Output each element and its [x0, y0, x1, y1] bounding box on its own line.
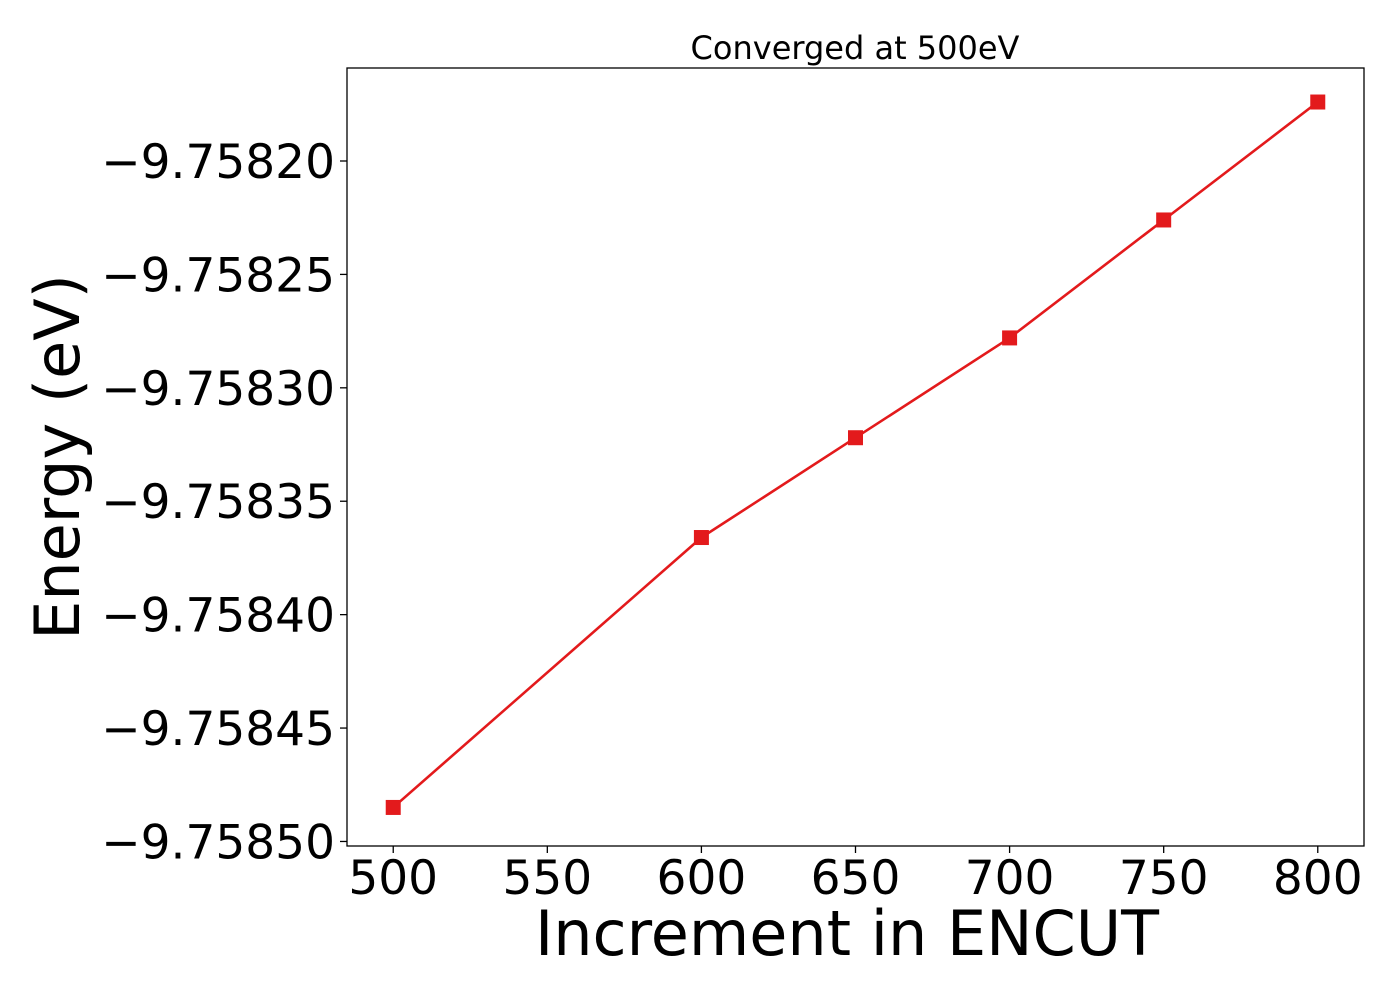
data-point: [848, 430, 863, 446]
x-tick-label: 750: [1119, 851, 1209, 906]
x-axis-label: Increment in ENCUT: [535, 897, 1160, 970]
x-tick-label: 550: [502, 851, 592, 906]
x-tick-label: 800: [1273, 851, 1363, 906]
y-tick-label: −9.75820: [101, 135, 335, 190]
data-point: [1002, 330, 1018, 346]
data-point: [1156, 212, 1172, 228]
x-tick-label: 600: [657, 851, 747, 906]
x-tick-label: 700: [965, 851, 1055, 906]
chart-title: Converged at 500eV: [691, 29, 1020, 67]
y-tick-label: −9.75835: [101, 475, 335, 530]
y-tick-label: −9.75850: [101, 815, 335, 870]
x-axis-ticks: 500 550 600 650 700 750 800: [348, 846, 1363, 906]
x-tick-label: 500: [348, 851, 438, 906]
data-point: [1310, 94, 1326, 110]
series-layer: [385, 94, 1326, 815]
y-tick-label: −9.75840: [101, 589, 335, 644]
y-axis-label: Energy (eV): [21, 274, 94, 640]
x-tick-label: 650: [811, 851, 901, 906]
y-tick-label: −9.75825: [101, 248, 335, 303]
data-point: [693, 530, 709, 546]
y-tick-label: −9.75845: [101, 702, 335, 757]
series-line: [392, 100, 1319, 809]
y-tick-label: −9.75830: [101, 362, 335, 417]
y-axis-ticks: −9.75850 −9.75845 −9.75840 −9.75835 −9.75830…: [101, 135, 347, 870]
data-point: [385, 799, 401, 815]
